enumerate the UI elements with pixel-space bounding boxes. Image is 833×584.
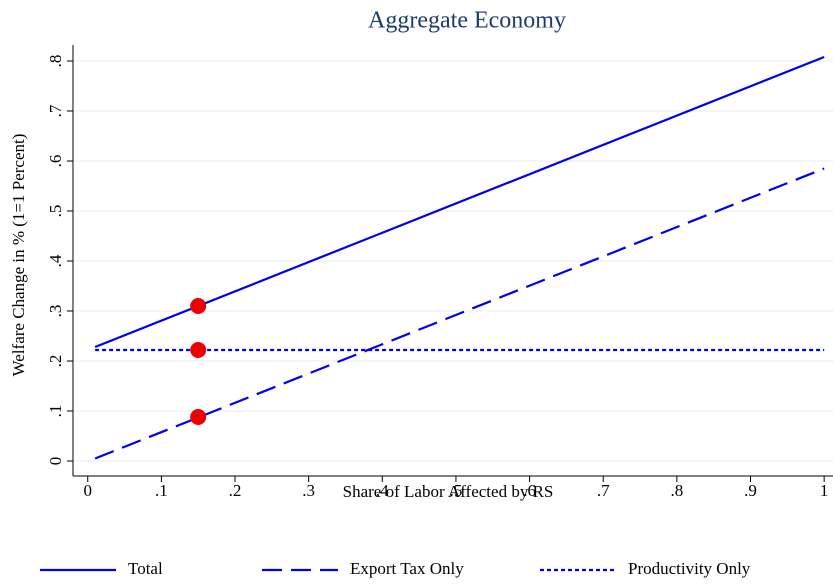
x-tick-label: .6 bbox=[523, 481, 536, 500]
x-tick-label: .4 bbox=[376, 481, 389, 500]
x-tick-label: 0 bbox=[83, 481, 92, 500]
y-tick-label: .1 bbox=[46, 405, 65, 418]
legend-label: Productivity Only bbox=[628, 559, 751, 578]
y-tick-label: .4 bbox=[46, 254, 65, 267]
x-tick-label: .9 bbox=[744, 481, 757, 500]
x-tick-label: .7 bbox=[597, 481, 610, 500]
y-tick-label: .7 bbox=[46, 104, 65, 117]
x-tick-label: .5 bbox=[450, 481, 463, 500]
x-tick-label: 1 bbox=[820, 481, 829, 500]
x-tick-label: .8 bbox=[671, 481, 684, 500]
marker bbox=[190, 342, 207, 358]
legend-label: Export Tax Only bbox=[350, 559, 464, 578]
marker bbox=[190, 409, 207, 425]
y-tick-label: 0 bbox=[46, 457, 65, 466]
marker bbox=[190, 298, 207, 314]
y-tick-label: .6 bbox=[46, 155, 65, 168]
series-line bbox=[94, 55, 825, 349]
x-tick-label: .2 bbox=[229, 481, 242, 500]
y-tick-label: .8 bbox=[46, 55, 65, 68]
chart-title: Aggregate Economy bbox=[368, 8, 566, 34]
legend-label: Total bbox=[128, 559, 163, 578]
x-tick-label: .1 bbox=[155, 481, 168, 500]
y-axis-title: Welfare Change in % (1=1 Percent) bbox=[9, 134, 28, 377]
y-tick-label: .2 bbox=[46, 355, 65, 368]
y-tick-label: .3 bbox=[46, 305, 65, 318]
series-line bbox=[94, 167, 825, 460]
x-axis-title: Share of Labor Affected by RS bbox=[343, 482, 554, 501]
x-tick-label: .3 bbox=[302, 481, 315, 500]
y-tick-label: .5 bbox=[46, 205, 65, 218]
